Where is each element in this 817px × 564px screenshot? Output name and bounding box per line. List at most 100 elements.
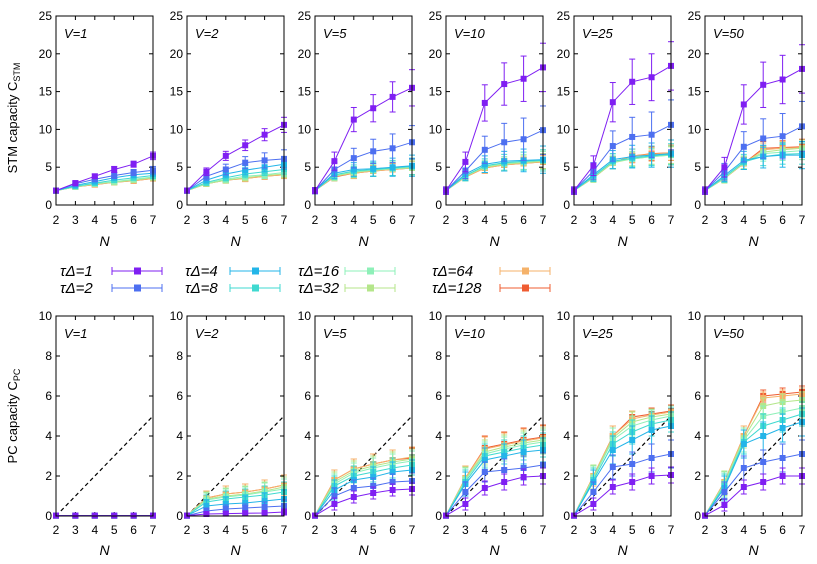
series-line	[445, 444, 544, 516]
y-tick-label: 8	[176, 349, 183, 363]
data-point	[203, 503, 210, 509]
y-tick-label: 0	[45, 509, 52, 523]
series-line	[704, 453, 803, 516]
x-tick-label: 2	[53, 213, 60, 227]
series-line	[704, 475, 802, 517]
series-tau8	[571, 407, 674, 519]
legend-entry-tau64: τΔ=64	[432, 263, 551, 280]
series-line	[445, 159, 544, 192]
data-point	[760, 81, 767, 88]
x-tick-label: 4	[481, 523, 488, 537]
data-point	[760, 459, 767, 465]
series-line	[186, 484, 285, 516]
data-point	[261, 504, 268, 510]
series-tau4	[571, 139, 674, 195]
panel-frame	[573, 15, 672, 206]
data-point	[609, 484, 616, 490]
y-tick-label: 15	[298, 85, 312, 99]
panel-v-label: V=50	[713, 26, 744, 41]
y-tick-label: 0	[45, 198, 52, 212]
y-tick-label: 0	[563, 198, 570, 212]
panel-v-label: V=2	[195, 26, 219, 41]
y-tick-label: 20	[688, 47, 702, 61]
x-tick-label: 6	[648, 213, 655, 227]
series-tau4	[312, 154, 415, 195]
x-tick-label: 3	[590, 213, 597, 227]
data-point	[779, 455, 786, 461]
x-tick-label: 7	[409, 213, 416, 227]
series-line	[573, 153, 672, 192]
y-tick-label: 8	[694, 349, 701, 363]
y-tick-label: 25	[429, 9, 443, 23]
x-tick-label: 6	[261, 523, 268, 537]
series-line	[314, 141, 413, 191]
panel-v-label: V=5	[323, 326, 347, 341]
series-line	[186, 169, 285, 192]
data-point	[331, 493, 338, 499]
series-tau2	[443, 452, 546, 519]
x-tick-label: 5	[111, 523, 118, 537]
x-tick-label: 5	[111, 213, 118, 227]
series-tau1	[312, 482, 415, 519]
y-tick-label: 10	[170, 122, 184, 136]
data-point	[462, 489, 469, 495]
data-point	[721, 489, 728, 495]
panel-v-label: V=10	[454, 326, 485, 341]
y-tick-label: 8	[304, 349, 311, 363]
y-tick-label: 2	[563, 469, 570, 483]
panel-frame	[55, 315, 154, 517]
data-point	[501, 479, 508, 485]
y-tick-label: 15	[557, 85, 571, 99]
x-tick-label: 2	[443, 523, 450, 537]
legend-entry-tau128: τΔ=128	[432, 280, 551, 297]
data-point	[203, 173, 210, 180]
x-tick-label: 6	[261, 213, 268, 227]
stm-ylabel-sub: STM	[12, 63, 22, 82]
y-tick-label: 8	[435, 349, 442, 363]
y-tick-label: 6	[435, 389, 442, 403]
y-tick-label: 5	[435, 160, 442, 174]
x-axis-label: N	[230, 233, 241, 249]
y-tick-label: 10	[557, 309, 571, 323]
x-tick-label: 3	[462, 523, 469, 537]
diagonal-reference-line	[704, 415, 803, 517]
y-tick-label: 25	[688, 9, 702, 23]
data-point	[520, 136, 527, 143]
series-line	[186, 124, 285, 191]
data-point	[648, 473, 655, 479]
series-tau8	[571, 143, 674, 195]
data-point	[350, 494, 357, 500]
x-tick-label: 2	[184, 213, 191, 227]
x-tick-label: 2	[53, 523, 60, 537]
data-point	[590, 501, 597, 507]
legend-label: τΔ=2	[60, 280, 93, 297]
data-point	[481, 146, 488, 153]
y-tick-label: 2	[435, 469, 442, 483]
panel-v-label: V=10	[454, 26, 485, 41]
data-point	[590, 162, 597, 169]
x-tick-label: 2	[571, 523, 578, 537]
series-tau32	[443, 153, 546, 194]
y-tick-label: 20	[39, 47, 53, 61]
data-point	[648, 455, 655, 461]
x-tick-label: 2	[312, 523, 319, 537]
data-point	[222, 166, 229, 173]
data-point	[740, 441, 747, 447]
x-axis-label: N	[617, 542, 628, 558]
x-tick-label: 3	[590, 523, 597, 537]
series-line	[573, 154, 672, 192]
data-point	[370, 490, 377, 496]
y-tick-label: 4	[435, 429, 442, 443]
series-line	[186, 511, 285, 517]
x-axis-label: N	[617, 233, 628, 249]
data-point	[481, 457, 488, 463]
x-tick-label: 3	[203, 213, 210, 227]
x-tick-label: 6	[520, 523, 527, 537]
data-point	[520, 465, 527, 471]
y-tick-label: 10	[39, 309, 53, 323]
